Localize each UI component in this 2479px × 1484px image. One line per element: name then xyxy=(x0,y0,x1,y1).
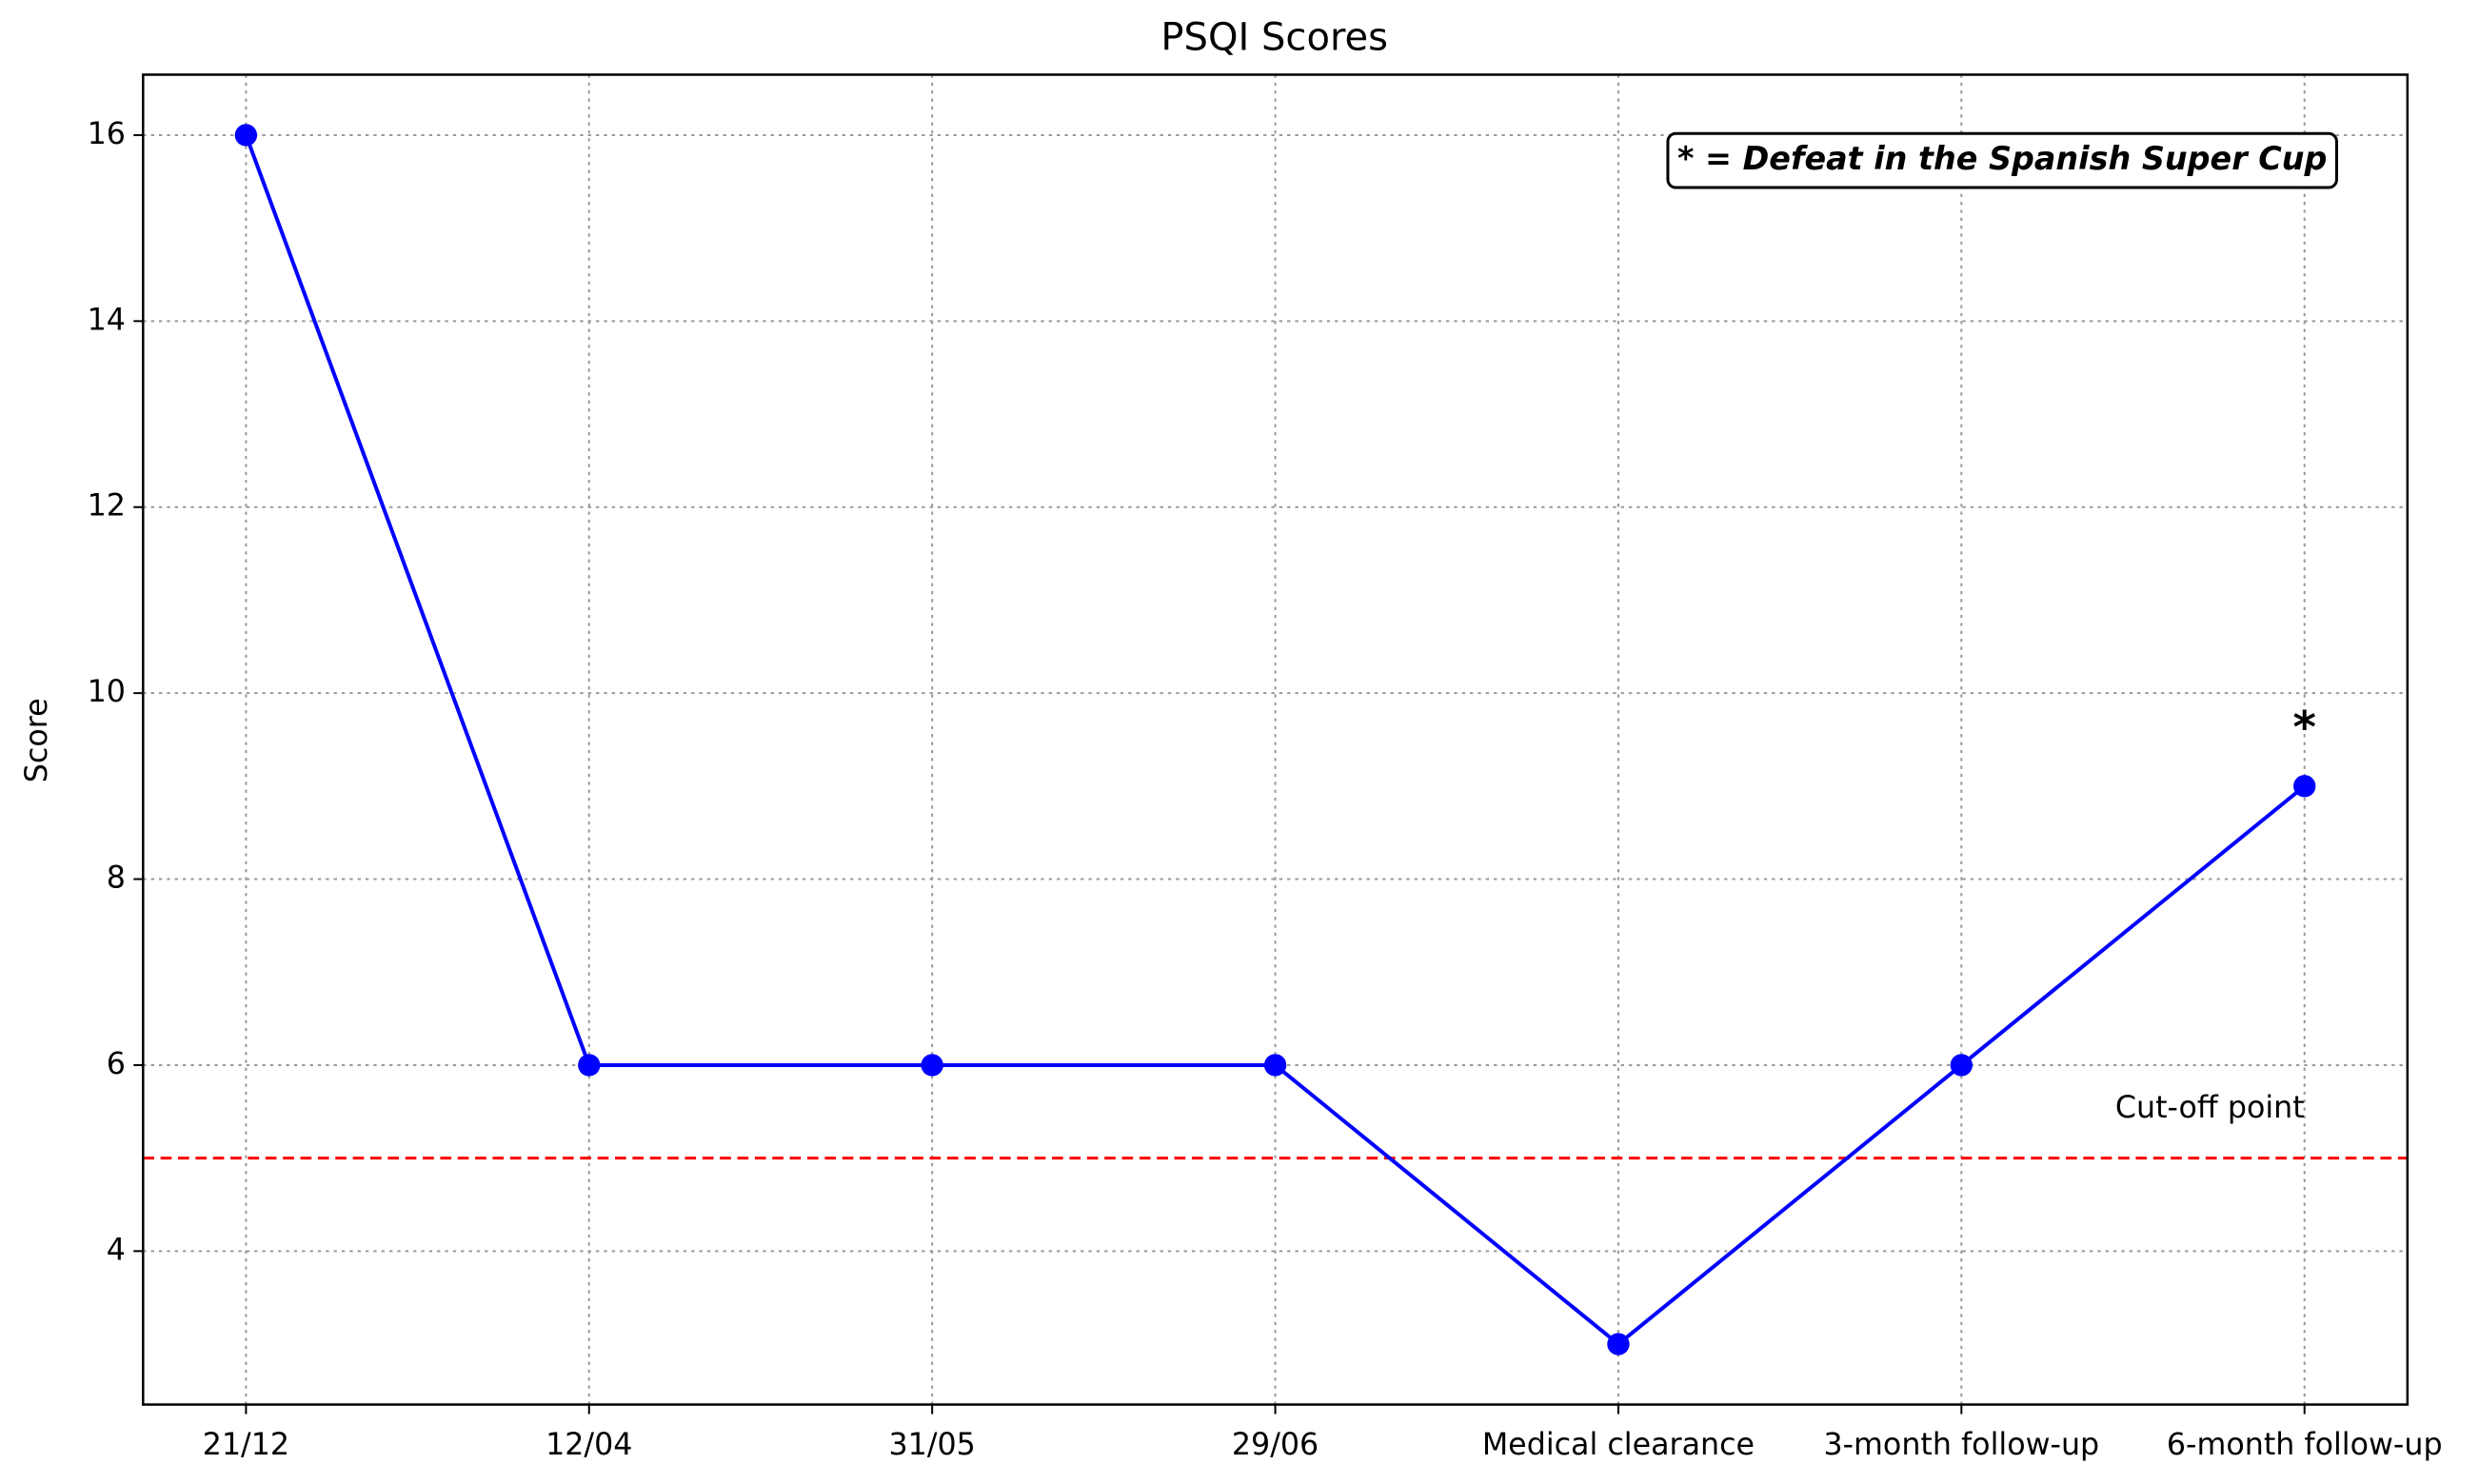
y-tick-label: 10 xyxy=(88,675,126,709)
series-point xyxy=(921,1054,943,1077)
y-tick-label: 14 xyxy=(88,303,126,337)
x-tick-label: 31/05 xyxy=(888,1428,975,1462)
series-point xyxy=(1950,1054,1973,1077)
note-box-frame xyxy=(1666,131,2338,189)
x-tick-label: 3-month follow-up xyxy=(1823,1428,2099,1462)
note-text: * = Defeat in the Spanish Super Cup xyxy=(1677,140,2327,177)
y-tick-label: 8 xyxy=(107,861,126,896)
plot-frame xyxy=(142,73,2410,1406)
y-tick-label: 4 xyxy=(107,1233,126,1267)
cutoff-label: Cut-off point xyxy=(2115,1091,2305,1125)
x-tick-label: 12/04 xyxy=(545,1428,632,1462)
series-point xyxy=(1607,1333,1630,1355)
chart-title: PSQI Scores xyxy=(1160,16,1388,60)
series-line xyxy=(244,134,2306,1347)
point-annotation: * xyxy=(2293,702,2316,754)
y-axis-label: Score xyxy=(20,698,54,782)
series-point xyxy=(234,124,258,147)
series-point xyxy=(1263,1054,1287,1077)
x-tick-label: 6-month follow-up xyxy=(2167,1428,2443,1462)
note-box: * = Defeat in the Spanish Super Cup xyxy=(1666,131,2338,189)
y-tick-label: 12 xyxy=(88,489,126,524)
x-tick-label: 21/12 xyxy=(203,1428,289,1462)
y-tick-label: 6 xyxy=(107,1047,126,1081)
x-tick-label: 29/06 xyxy=(1232,1428,1319,1462)
series-point xyxy=(578,1054,601,1077)
x-tick-label: Medical clearance xyxy=(1482,1428,1755,1462)
series-point xyxy=(2293,775,2316,798)
y-tick-label: 16 xyxy=(88,117,126,151)
